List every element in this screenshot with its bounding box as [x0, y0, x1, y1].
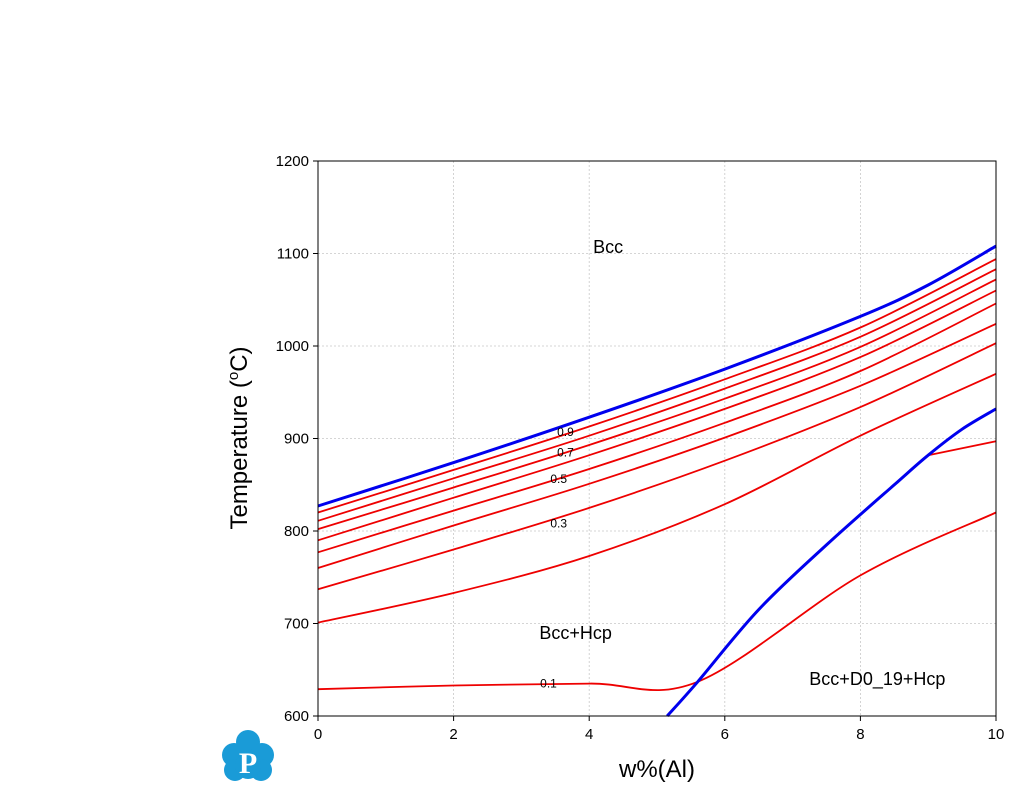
- fraction-contour-line: [317, 322, 997, 569]
- region-label: Bcc: [593, 237, 623, 257]
- y-tick-label: 1200: [276, 153, 309, 170]
- phase-boundary-line: [317, 244, 997, 508]
- region-label: Bcc+Hcp: [539, 623, 612, 643]
- y-tick-label: 1100: [277, 246, 309, 263]
- y-tick-label: 1000: [276, 338, 309, 355]
- contour-label: 0.5: [550, 472, 567, 486]
- contour-label: 0.3: [550, 517, 567, 531]
- fraction-contour-line: [317, 258, 997, 514]
- phase-boundaries: [317, 244, 997, 718]
- y-tick-label: 600: [284, 708, 309, 725]
- fraction-contour-line: [317, 342, 997, 591]
- fraction-contour-line: [317, 278, 997, 530]
- fraction-contour-line: [317, 511, 997, 692]
- x-tick-label: 10: [988, 726, 1005, 743]
- contour-label: 0.7: [557, 445, 574, 459]
- x-tick-label: 6: [721, 726, 729, 743]
- contour-label: 0.1: [540, 677, 557, 691]
- fraction-contour-line: [317, 268, 997, 522]
- fraction-contour-line: [317, 372, 997, 624]
- fraction-contour-line: [317, 302, 997, 554]
- region-label: Bcc+D0_19+Hcp: [809, 669, 945, 690]
- phase-boundary-line: [666, 407, 997, 718]
- y-tick-label: 900: [284, 431, 309, 448]
- y-tick-label: 700: [284, 616, 309, 633]
- plot-frame: [317, 160, 997, 717]
- logo: P: [222, 730, 274, 781]
- x-tick-label: 2: [449, 726, 457, 743]
- fraction-contour-line: [317, 289, 997, 542]
- y-tick-label: 800: [284, 523, 309, 540]
- logo-letter: P: [239, 747, 257, 780]
- fraction-contours: [317, 258, 997, 692]
- fraction-contour-line: [928, 440, 997, 457]
- axis-ticks: 0 2 4 6 8 10 600 700 800 900 1000 1100 1200: [276, 153, 1005, 743]
- y-axis-title: Temperature (oC): [225, 346, 253, 529]
- x-tick-label: 8: [856, 726, 864, 743]
- contour-label: 0.9: [557, 425, 574, 439]
- chart-labels: 0.9 0.7 0.5 0.3 0.1 Bcc Bcc+Hcp Bcc+D0_19+Hcp: [539, 237, 945, 691]
- x-axis-title: w%(Al): [618, 756, 695, 783]
- grid-lines: [318, 161, 996, 716]
- x-tick-label: 4: [585, 726, 593, 743]
- x-tick-label: 0: [314, 726, 322, 743]
